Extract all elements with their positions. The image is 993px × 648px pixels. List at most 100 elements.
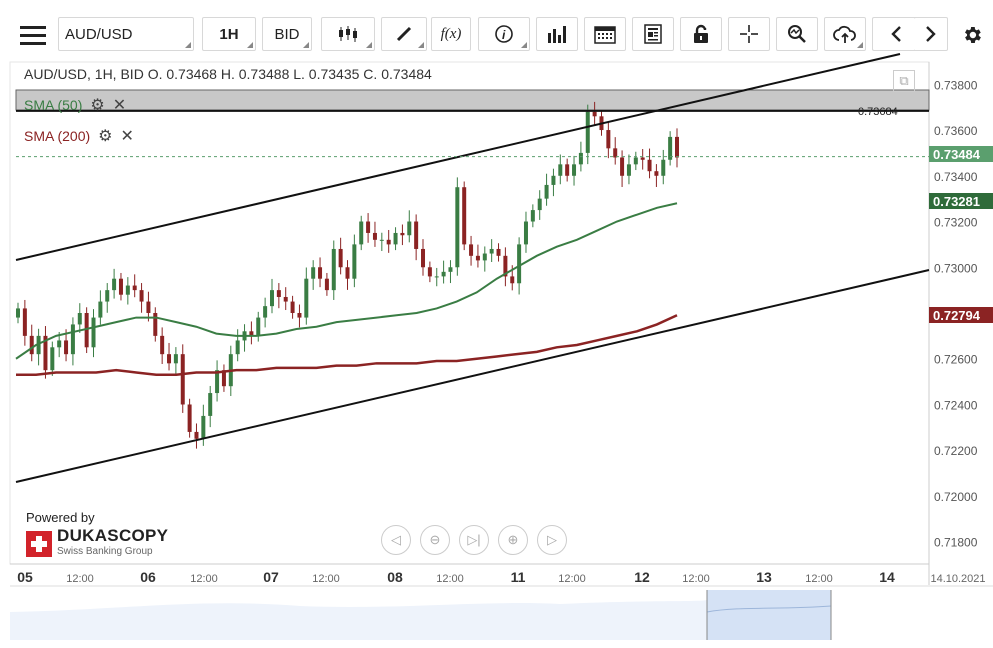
channel-upper-line[interactable] [15, 53, 901, 261]
powered-by-text: Powered by [26, 510, 95, 525]
candle-body [441, 271, 446, 277]
candle-body [132, 285, 137, 291]
price-type-label: BID [274, 25, 300, 43]
y-tick-label: 0.73400 [934, 170, 978, 184]
candle-body [421, 248, 426, 268]
scroll-left-button[interactable] [872, 17, 918, 51]
candle-body [517, 244, 522, 284]
candle-body [201, 415, 206, 439]
candle-body [544, 184, 549, 199]
x-tick-label: 05 [17, 569, 33, 585]
candle-body [125, 285, 130, 295]
candle-body [640, 157, 645, 160]
sma200-line [16, 314, 678, 376]
timeframe-select[interactable]: 1H [202, 17, 256, 51]
candle-body [551, 175, 556, 185]
sma50-line [15, 202, 678, 360]
candle-body [626, 164, 631, 176]
close-icon[interactable]: ✕ [112, 97, 127, 114]
cloud-button[interactable] [824, 17, 866, 51]
candle-body [393, 232, 398, 245]
y-tick-label: 0.71800 [934, 536, 978, 550]
channel-lower-line[interactable] [15, 269, 930, 483]
candle-body [489, 248, 494, 254]
indicator-sma50-label: SMA (50) [24, 97, 83, 113]
indicator-sma200-label: SMA (200) [24, 128, 91, 144]
candle-body [57, 340, 62, 348]
function-button[interactable]: f(x) [431, 17, 471, 51]
candle-body [70, 324, 75, 355]
candle-body [668, 136, 673, 160]
pan-right-button[interactable]: ▷ [537, 525, 567, 555]
expand-icon[interactable]: ⧉ [893, 70, 915, 92]
gear-icon[interactable]: ⚙ [98, 128, 113, 145]
candle-body [194, 431, 199, 439]
crosshair-button[interactable] [728, 17, 770, 51]
candle-body [613, 148, 618, 158]
x-tick-label: 12:00 [436, 573, 464, 585]
symbol-select[interactable]: AUD/USD [58, 17, 194, 51]
candlestick-icon [339, 26, 357, 42]
arrow-right-icon [925, 26, 936, 42]
candle-body [22, 308, 27, 336]
pan-left-button[interactable]: ◁ [381, 525, 411, 555]
candle-body [372, 232, 377, 240]
candle-body [647, 159, 652, 172]
scroll-right-button[interactable] [914, 17, 948, 51]
candle-body [180, 354, 185, 405]
y-tick-label: 0.72600 [934, 353, 978, 367]
chart-type-button[interactable] [321, 17, 375, 51]
candle-body [263, 306, 268, 318]
y-tick-label: 0.73800 [934, 78, 978, 92]
candle-body [654, 171, 659, 176]
lock-button[interactable] [680, 17, 722, 51]
x-tick-label: 12:00 [66, 573, 94, 585]
toolbar: AUD/USD 1H BID f(x) i [0, 0, 993, 62]
candle-body [118, 278, 123, 295]
calendar-button[interactable] [584, 17, 626, 51]
gear-icon[interactable]: ⚙ [90, 97, 105, 114]
close-icon[interactable]: ✕ [120, 128, 134, 145]
candle-body [283, 296, 288, 302]
studies-button[interactable] [536, 17, 578, 51]
lock-icon [694, 24, 708, 43]
price-type-select[interactable]: BID [262, 17, 312, 51]
candle-body [105, 290, 110, 302]
candle-body [173, 354, 178, 364]
news-icon [644, 24, 662, 44]
settings-button[interactable] [957, 22, 987, 48]
candle-body [269, 290, 274, 307]
triangle-left-icon: ◁ [391, 532, 401, 547]
zoom-button[interactable] [776, 17, 818, 51]
zoom-out-button[interactable]: ⊖ [420, 525, 450, 555]
navigator-window[interactable] [707, 590, 831, 640]
candle-body [43, 335, 48, 371]
candle-body [84, 313, 89, 348]
navigator[interactable] [10, 590, 832, 640]
candle-body [153, 313, 158, 336]
candle-body [469, 244, 474, 256]
candle-body [558, 164, 563, 176]
candle-body [455, 187, 460, 268]
menu-icon[interactable] [20, 26, 46, 50]
candle-body [345, 267, 350, 279]
x-tick-label: 11 [511, 569, 526, 585]
candle-body [215, 370, 220, 394]
news-button[interactable] [632, 17, 674, 51]
candle-body [276, 290, 281, 297]
candle-body [304, 278, 309, 318]
candle-body [434, 276, 439, 278]
zoom-in-button[interactable]: ⊕ [498, 525, 528, 555]
candle-body [510, 276, 515, 284]
info-button[interactable]: i [478, 17, 530, 51]
candle-body [475, 255, 480, 261]
y-tick-label: 0.73200 [934, 216, 978, 230]
crosshair-icon [740, 25, 758, 43]
x-tick-label: 08 [387, 569, 403, 585]
candle-body [249, 331, 254, 336]
draw-button[interactable] [381, 17, 427, 51]
candle-body [311, 267, 316, 279]
candle-body [50, 347, 55, 371]
reset-button[interactable]: ▷| [459, 525, 489, 555]
